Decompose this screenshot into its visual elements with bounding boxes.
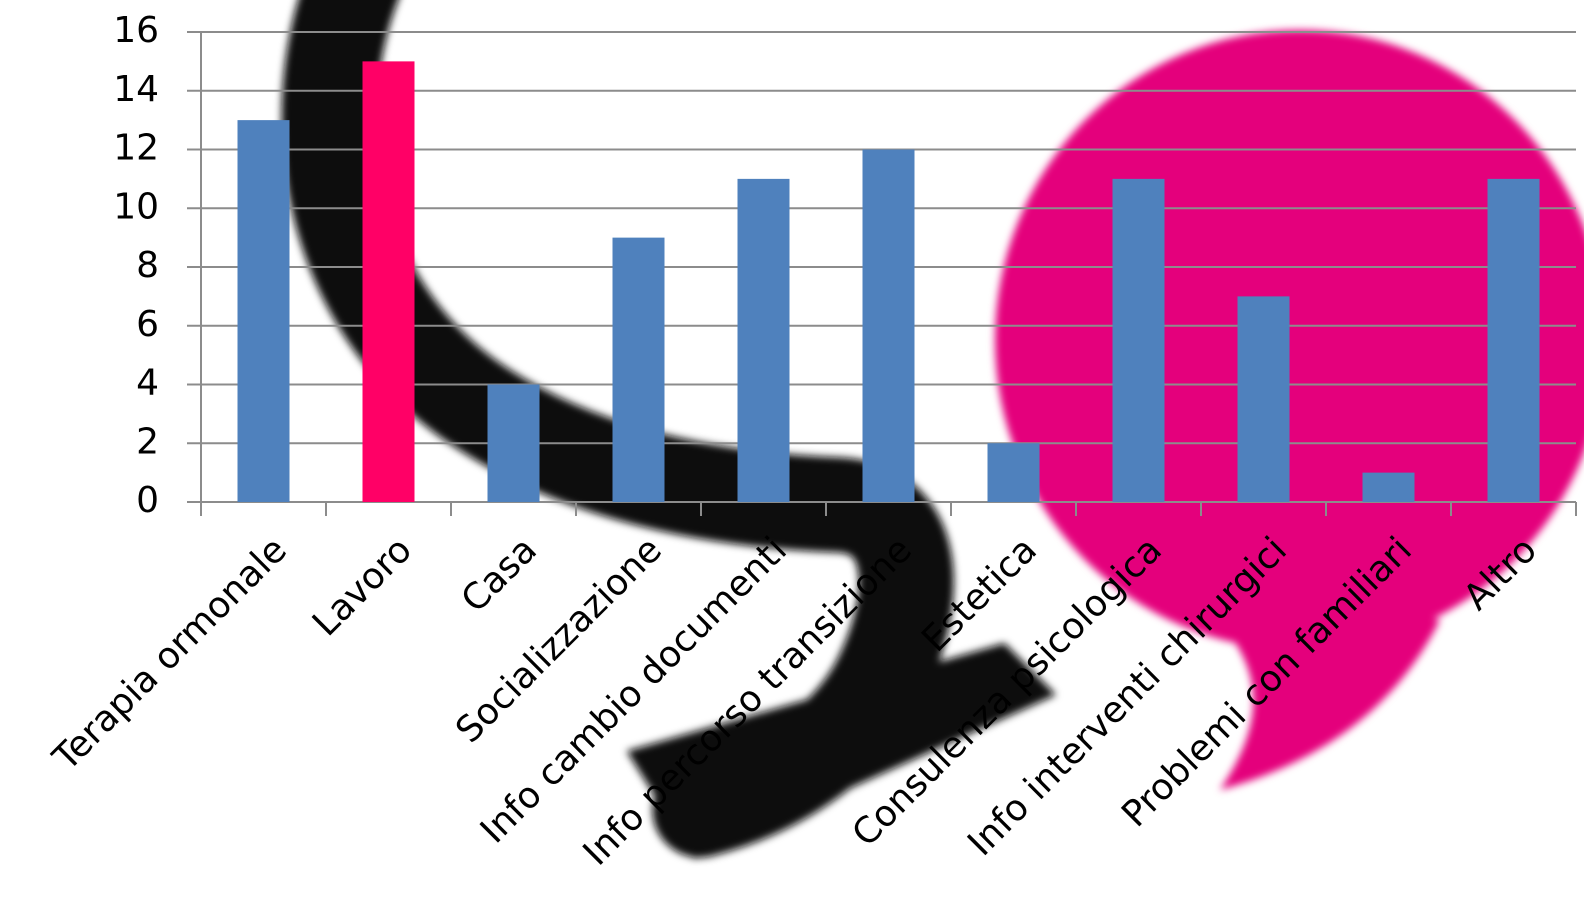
bar — [987, 443, 1040, 502]
bar — [1112, 178, 1165, 502]
y-tick-label: 6 — [136, 304, 159, 345]
bar — [1487, 178, 1540, 502]
bar — [362, 61, 415, 502]
bar — [1237, 296, 1290, 502]
bar — [237, 120, 290, 502]
bar — [862, 149, 915, 502]
y-tick-label: 16 — [113, 10, 159, 51]
bar — [1362, 472, 1415, 502]
y-tick-label: 0 — [136, 480, 159, 521]
x-tick-label: Lavoro — [305, 529, 420, 644]
bar — [737, 178, 790, 502]
y-tick-label: 12 — [113, 128, 159, 169]
y-tick-label: 10 — [113, 186, 159, 227]
y-tick-label: 14 — [113, 69, 159, 110]
bar — [487, 384, 540, 502]
x-tick-label: Casa — [454, 529, 545, 620]
bar — [612, 237, 665, 502]
swirl-arrow — [281, 0, 1056, 860]
y-tick-label: 8 — [136, 245, 159, 286]
x-tick-label: Terapia ormonale — [45, 529, 295, 779]
y-tick-label: 2 — [136, 421, 159, 462]
y-tick-label: 4 — [136, 363, 159, 404]
